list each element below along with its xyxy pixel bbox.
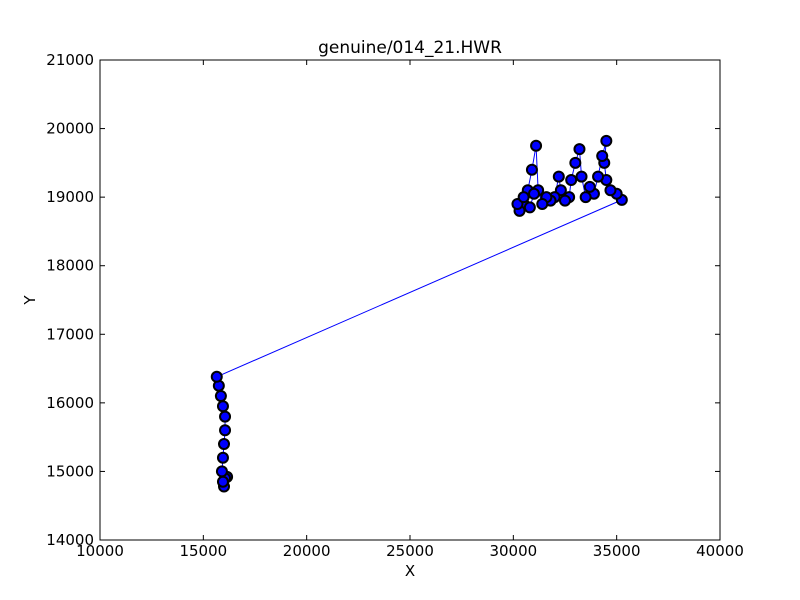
point-marker: [219, 424, 232, 437]
x-tick-label: 30000: [489, 542, 537, 560]
point-marker: [569, 156, 582, 169]
point-marker: [604, 184, 617, 197]
point-marker: [517, 191, 530, 204]
y-tick-label: 21000: [46, 51, 94, 69]
y-tick-label: 18000: [46, 257, 94, 275]
plot-area: [210, 134, 628, 493]
point-marker: [216, 475, 229, 488]
x-tick-label: 40000: [696, 542, 744, 560]
point-marker: [523, 201, 536, 214]
point-marker: [218, 438, 230, 450]
y-tick-label: 20000: [46, 120, 94, 138]
y-axis-label: Y: [21, 295, 39, 306]
x-tick-label: 20000: [283, 542, 331, 560]
point-marker: [216, 451, 229, 464]
point-marker: [525, 163, 538, 176]
chart-title: genuine/014_21.HWR: [318, 38, 502, 58]
point-marker: [530, 139, 543, 152]
y-tick-label: 17000: [46, 325, 94, 343]
point-marker: [575, 170, 588, 183]
point-marker: [592, 170, 605, 183]
point-marker: [536, 198, 549, 210]
point-marker: [559, 194, 571, 207]
point-marker: [210, 370, 223, 383]
point-marker: [552, 170, 565, 183]
point-marker: [216, 400, 229, 413]
x-tick-label: 35000: [593, 542, 641, 560]
point-marker: [215, 465, 228, 478]
y-tick-label: 14000: [46, 531, 94, 549]
point-marker: [583, 180, 596, 193]
point-marker: [528, 187, 540, 200]
x-tick-label: 10000: [76, 542, 124, 560]
y-tick-label: 19000: [46, 188, 94, 206]
x-tick-label: 25000: [386, 542, 434, 560]
point-marker: [579, 191, 592, 204]
x-tick-label: 15000: [179, 542, 227, 560]
axes-frame: [99, 59, 721, 541]
point-marker: [219, 410, 232, 423]
point-marker: [596, 150, 609, 162]
point-marker: [214, 390, 227, 402]
x-axis-label: X: [405, 562, 415, 580]
point-marker: [600, 134, 613, 147]
point-marker: [565, 174, 578, 186]
point-marker: [573, 143, 586, 156]
y-tick-label: 16000: [46, 394, 94, 412]
y-tick-label: 15000: [46, 462, 94, 480]
